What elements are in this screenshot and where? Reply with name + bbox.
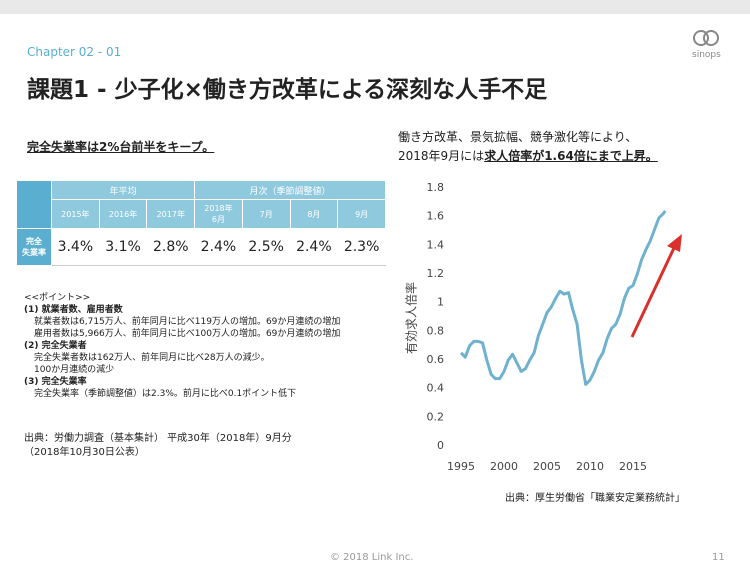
line [459,210,667,386]
arrow-head [667,234,682,252]
x-tick-label: 2010 [576,460,604,473]
note: 完全失業者数は162万人、前年同月に比べ28万人の減少。 [34,353,270,363]
column-header: 8月 [289,199,339,229]
header-row: 2015年 2016年 2017年 2018年 6月 7月 8月 9月 [17,199,386,229]
y-tick-label: 1.8 [427,181,445,194]
source-line: 出典：労働力調査（基本集計） 平成30年（2018年）9月分 [24,433,292,444]
x-tick-label: 2015 [619,460,647,473]
column-header: 2018年 6月 [194,199,243,229]
y-tick-label: 0.4 [427,382,445,395]
column-header: 2017年 [146,199,196,229]
right-caption: 働き方改革、景気拡幅、競争激化等により、 2018年9月には求人倍率が1.64倍… [398,128,658,166]
copyright: © 2018 Link Inc. [330,552,414,563]
column-header: 7月 [241,199,291,229]
chart-source: 出典：厚生労働省「職業安定業務統計」 [505,493,685,504]
y-tick-label: 1.6 [427,210,445,223]
source-line: （2018年10月30日公表） [24,447,145,458]
cell: 2.4% [289,228,339,266]
caption-line: 2018年9月には求人倍率が1.64倍にまで上昇。 [398,147,658,166]
cell: 3.4% [51,228,100,266]
x-tick-label: 2000 [490,460,518,473]
y-axis-label: 有効求人倍率 [404,282,419,354]
logo-text: sinops [692,50,721,60]
page-number: 11 [712,552,725,563]
data-row: 完全 失業率 3.4% 3.1% 2.8% 2.4% 2.5% 2.4% 2.3% [16,228,386,266]
y-tick-label: 1.2 [427,267,445,280]
header-row: 年平均 月次（季節調整値） [16,180,386,229]
x-tick-label: 1995 [447,460,475,473]
chapter: Chapter 02 - 01 [27,45,122,59]
row-label: 完全 失業率 [16,228,52,266]
y-tick-label: 0.6 [427,353,445,366]
y-tick-label: 1.4 [427,238,445,251]
notes: <<ポイント>> (1) 就業者数、雇用者数 就業者数は6,715万人、前年同月… [24,292,340,400]
left-heading: 完全失業率は2%台前半をキープ。 [27,140,215,154]
note: 雇用者数は5,966万人、前年同月に比べ100万人の増加。69か月連続の増加 [34,329,341,339]
note: <<ポイント>> [24,293,91,303]
caption-line: 働き方改革、景気拡幅、競争激化等により、 [398,130,638,144]
top-bar [0,0,750,14]
note: 完全失業率（季節調整値）は2.3%。前月に比べ0.1ポイント低下 [34,389,297,399]
cell: 2.3% [337,228,386,266]
caption-emphasis: 求人倍率が1.64倍にまで上昇。 [484,149,658,163]
cell: 2.5% [241,228,291,266]
y-tick-label: 0 [437,439,444,452]
column-header: 2015年 [51,199,100,229]
column-header: 2016年 [98,199,148,229]
cell: 3.1% [98,228,148,266]
logo-icon [693,30,719,46]
column-header: 9月 [337,199,386,229]
caption-text: 2018年9月には [398,149,485,163]
title: 課題1 - 少子化×働き方改革による深刻な人手不足 [27,77,548,103]
note: 100か月連続の減少 [34,365,115,375]
group-header: 月次（季節調整値） [194,180,386,200]
y-tick-label: 0.8 [427,324,445,337]
trend-arrow [630,247,676,338]
note: (3) 完全失業率 [24,377,87,387]
corner-cell [16,180,52,229]
note: (2) 完全失業者 [24,341,87,351]
y-tick-label: 0.2 [427,410,445,423]
source-left: 出典：労働力調査（基本集計） 平成30年（2018年）9月分 （2018年10月… [24,432,292,460]
note: 就業者数は6,715万人、前年同月に比べ119万人の増加。69か月連続の増加 [34,317,341,327]
table: 年平均 月次（季節調整値） 2015年 2016年 2017年 2018年 6月 7月 8月 9… [16,180,386,266]
note: (1) 就業者数、雇用者数 [24,305,123,315]
x-tick-label: 2005 [533,460,561,473]
group-header: 年平均 [50,180,196,200]
y-tick-label: 1 [437,296,444,309]
